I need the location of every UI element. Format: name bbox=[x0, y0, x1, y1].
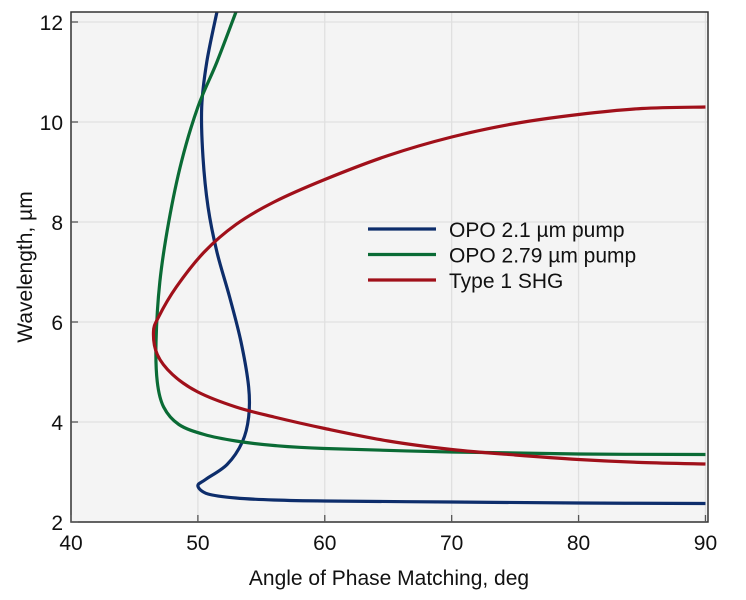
x-tick-label: 70 bbox=[440, 532, 463, 555]
y-tick-label: 8 bbox=[51, 212, 63, 235]
plot-background bbox=[71, 12, 708, 522]
x-axis-label: Angle of Phase Matching, deg bbox=[249, 567, 529, 590]
series-line-1 bbox=[196, 11, 706, 506]
y-tick-label: 10 bbox=[40, 112, 63, 135]
y-axis-label: Wavelength, µm bbox=[14, 191, 37, 342]
y-tick-label: 4 bbox=[51, 412, 63, 435]
x-tick-label: 60 bbox=[313, 532, 336, 555]
y-tick-label: 6 bbox=[51, 312, 63, 335]
ticks: 40 50 60 70 80 90 2 4 6 8 10 12 bbox=[40, 12, 718, 555]
y-tick-label: 12 bbox=[40, 12, 63, 35]
x-tick-label: 50 bbox=[186, 532, 209, 555]
series-line-3 bbox=[151, 105, 706, 466]
series-line-2 bbox=[154, 11, 706, 457]
x-tick-label: 90 bbox=[694, 532, 717, 555]
plot-frame bbox=[70, 11, 709, 523]
x-tick-label: 40 bbox=[59, 532, 82, 555]
legend-label: OPO 2.1 µm pump bbox=[449, 219, 625, 242]
x-tick-label: 80 bbox=[567, 532, 590, 555]
series-lines bbox=[151, 11, 706, 506]
y-tick-label: 2 bbox=[51, 512, 63, 535]
legend-label: Type 1 SHG bbox=[449, 270, 563, 293]
legend-label: OPO 2.79 µm pump bbox=[449, 245, 636, 268]
